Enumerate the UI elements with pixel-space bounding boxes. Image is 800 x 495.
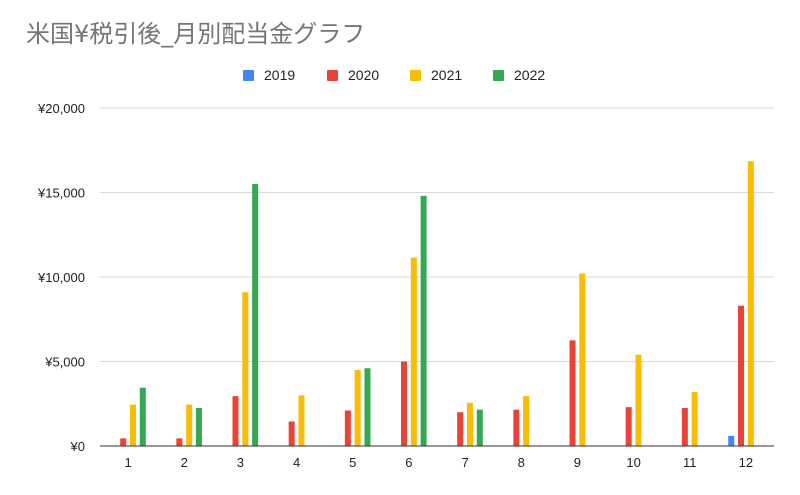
bars — [120, 161, 754, 447]
legend-swatch — [243, 69, 254, 81]
x-tick-label: 2 — [181, 455, 188, 470]
y-tick-label: ¥0 — [70, 439, 85, 454]
bar-2019-12[interactable] — [728, 435, 735, 446]
bar-2021-5[interactable] — [354, 369, 361, 446]
x-tick-label: 5 — [349, 455, 356, 470]
bar-2020-4[interactable] — [288, 421, 295, 446]
x-tick-label: 9 — [574, 455, 581, 470]
legend-item-2021[interactable]: 2021 — [410, 66, 462, 84]
bar-2020-2[interactable] — [176, 438, 183, 446]
legend-label: 2019 — [264, 67, 296, 83]
y-tick-label: ¥10,000 — [37, 270, 85, 285]
x-axis-ticks: 1 2 3 4 5 6 7 8 9 10 11 12 — [124, 455, 753, 470]
bar-2021-12[interactable] — [747, 161, 754, 447]
bar-2021-1[interactable] — [129, 404, 136, 446]
legend-label: 2020 — [348, 67, 380, 83]
x-tick-label: 1 — [124, 455, 131, 470]
legend-swatch — [410, 69, 421, 81]
legend-item-2019[interactable]: 2019 — [243, 66, 295, 84]
legend-swatch — [327, 69, 338, 81]
bar-2021-3[interactable] — [242, 292, 249, 446]
bar-2021-4[interactable] — [298, 395, 305, 446]
chart-title: 米国¥税引後_月別配当金グラフ — [26, 20, 366, 48]
bar-2022-2[interactable] — [195, 407, 202, 446]
bar-2022-3[interactable] — [252, 184, 259, 447]
x-tick-label: 10 — [626, 455, 640, 470]
bar-2020-12[interactable] — [738, 305, 745, 446]
y-tick-label: ¥5,000 — [44, 355, 85, 370]
bar-2021-6[interactable] — [410, 257, 417, 446]
bar-2020-5[interactable] — [344, 410, 351, 446]
bar-2020-8[interactable] — [513, 409, 520, 446]
bar-2022-5[interactable] — [364, 368, 371, 446]
bar-2022-7[interactable] — [476, 409, 483, 446]
x-tick-label: 12 — [739, 455, 753, 470]
bar-2020-11[interactable] — [681, 407, 688, 446]
bar-2021-7[interactable] — [466, 402, 473, 446]
x-tick-label: 4 — [293, 455, 300, 470]
chart-legend: 2019 2020 2021 2022 — [0, 66, 800, 84]
y-tick-label: ¥20,000 — [37, 101, 85, 116]
legend-label: 2022 — [514, 67, 546, 83]
bar-2022-6[interactable] — [420, 195, 427, 446]
bar-2021-2[interactable] — [186, 404, 193, 446]
y-tick-label: ¥15,000 — [37, 186, 85, 201]
bar-2021-10[interactable] — [635, 354, 642, 446]
bar-2020-7[interactable] — [457, 412, 464, 446]
bar-2020-10[interactable] — [625, 407, 632, 446]
x-tick-label: 3 — [237, 455, 244, 470]
x-tick-label: 11 — [683, 455, 697, 470]
gridlines — [100, 107, 774, 362]
legend-item-2022[interactable]: 2022 — [493, 66, 545, 84]
bar-2020-9[interactable] — [569, 340, 576, 446]
bar-2021-11[interactable] — [691, 391, 698, 446]
bar-2020-1[interactable] — [120, 438, 127, 446]
legend-swatch — [493, 69, 504, 81]
bar-2020-3[interactable] — [232, 396, 239, 446]
bar-2020-6[interactable] — [401, 361, 408, 447]
x-tick-label: 6 — [405, 455, 412, 470]
x-tick-label: 7 — [461, 455, 468, 470]
bar-2022-1[interactable] — [139, 387, 146, 446]
bar-2021-8[interactable] — [523, 396, 530, 446]
x-tick-label: 8 — [518, 455, 525, 470]
bar-2021-9[interactable] — [579, 273, 586, 446]
y-axis-ticks: ¥0 ¥5,000 ¥10,000 ¥15,000 ¥20,000 — [37, 101, 85, 454]
legend-item-2020[interactable]: 2020 — [327, 66, 379, 84]
legend-label: 2021 — [431, 67, 463, 83]
